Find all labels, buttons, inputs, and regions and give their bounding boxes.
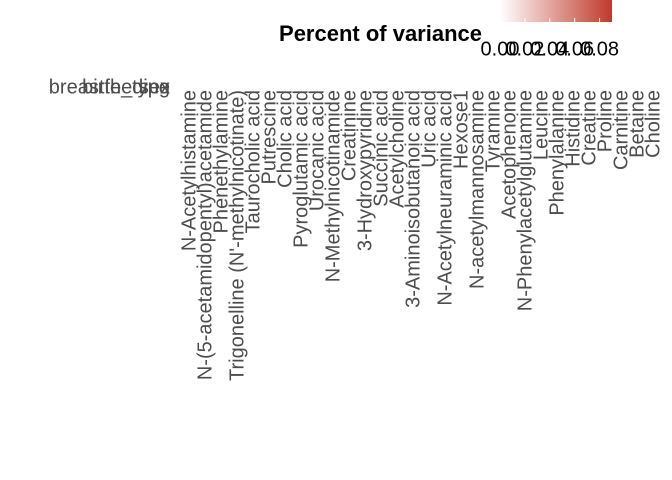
column-label: N-(5-acetamidopentyl)acetamide	[194, 90, 216, 380]
column-label: N-Acetylhistamine	[178, 90, 200, 251]
column-label: N-Phenylacetylglutamine	[514, 90, 536, 311]
row-label: sex	[139, 76, 170, 98]
row-label: breastfeeding	[49, 76, 170, 98]
column-label: Leucine	[530, 90, 552, 160]
column-label: Urocanic acid	[306, 90, 328, 211]
row-label: birth_type	[82, 76, 170, 98]
column-label: Hexose1	[450, 90, 472, 169]
column-label: N-acetylmannosamine	[466, 90, 488, 289]
column-label: Histidine	[562, 90, 584, 167]
column-label: Choline	[642, 90, 664, 158]
column-label: Acetophenone	[498, 90, 520, 219]
column-label: Phenylalanine	[546, 90, 568, 216]
column-label: N-Methylnicotinamide	[322, 90, 344, 282]
column-label: Acetylcholine	[386, 90, 408, 208]
column-label: 3-Aminoisobutanoic acid	[402, 90, 424, 308]
column-label: Betaine	[626, 90, 648, 158]
legend-tick-label: 0.06	[555, 38, 594, 60]
legend-tick-label: 0.02	[505, 38, 544, 60]
column-label: Cholic acid	[274, 90, 296, 188]
legend-tick-label: 0.04	[530, 38, 569, 60]
column-label: Putrescine	[258, 90, 280, 185]
column-label: N-Acetylneuraminic acid	[434, 90, 456, 306]
legend-tick-label: 0.00	[481, 38, 520, 60]
column-label: Creatine	[578, 90, 600, 166]
column-label: Phenethylamine	[210, 90, 232, 233]
column-label: Uric acid	[418, 90, 440, 168]
legend-tick-label: 0.08	[580, 38, 619, 60]
column-label: Creatinine	[338, 90, 360, 181]
column-label: Succinic acid	[370, 90, 392, 207]
column-label: Proline	[594, 90, 616, 152]
column-label: Carnitine	[610, 90, 632, 170]
column-label: Pyroglutamic acid	[290, 90, 312, 248]
column-label: Taurocholic acid	[242, 90, 264, 233]
column-label: 3-Hydroxypyridine	[354, 90, 376, 251]
legend-title: Percent of variance	[279, 21, 482, 46]
colorbar	[500, 0, 612, 22]
column-label: Tyramine	[482, 90, 504, 172]
column-label: Trigonelline (N'-methylnicotinate)	[226, 90, 248, 381]
